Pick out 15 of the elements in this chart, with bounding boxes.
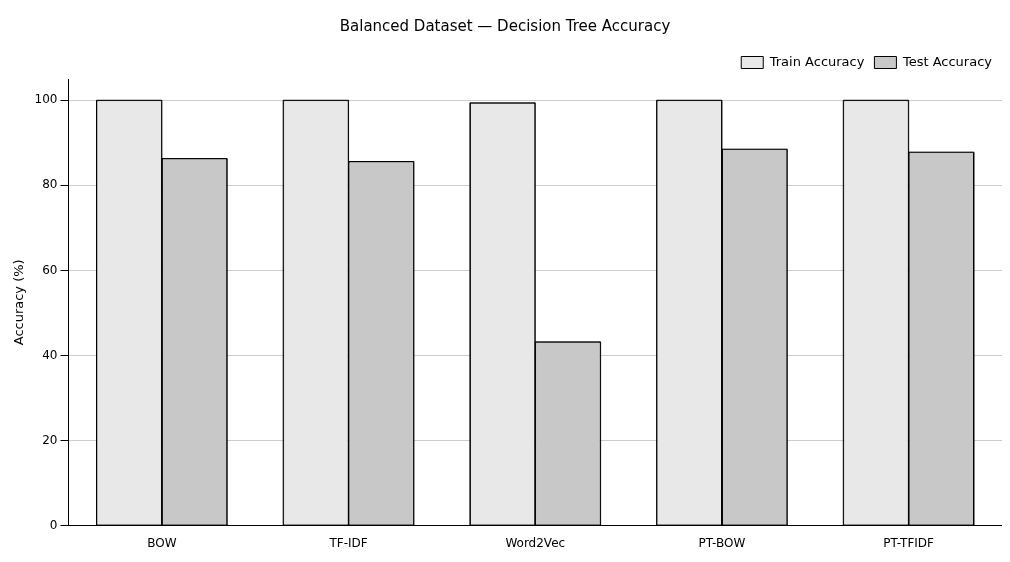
x-tick-label: BOW [147,535,177,550]
legend-label: Test Accuracy [901,53,993,69]
y-tick-label: 40 [42,347,58,362]
y-axis-title: Accuracy (%) [11,259,27,346]
y-tick-label: 20 [42,432,58,447]
chart-title: Balanced Dataset — Decision Tree Accuracy [339,16,671,35]
y-tick-label: 100 [34,92,58,107]
y-tick-label: 0 [49,517,58,532]
y-tick-label: 60 [42,262,58,277]
x-tick-label: TF-IDF [328,535,368,550]
y-tick-label: 80 [42,177,58,192]
legend-label: Train Accuracy [768,53,865,69]
x-tick-label: PT-TFIDF [883,535,935,550]
x-tick-label: PT-BOW [698,535,746,550]
x-tick-label: Word2Vec [505,535,566,550]
